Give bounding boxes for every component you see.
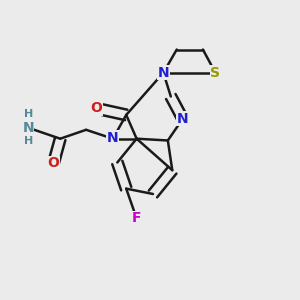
Text: H: H <box>23 136 33 146</box>
Text: N: N <box>158 66 169 80</box>
Text: N: N <box>177 112 188 126</box>
Text: S: S <box>210 66 220 80</box>
Text: N: N <box>107 131 119 145</box>
Text: O: O <box>47 156 59 170</box>
Text: H: H <box>23 109 33 119</box>
Text: F: F <box>132 212 141 225</box>
Text: O: O <box>91 101 102 116</box>
Text: N: N <box>22 121 34 135</box>
